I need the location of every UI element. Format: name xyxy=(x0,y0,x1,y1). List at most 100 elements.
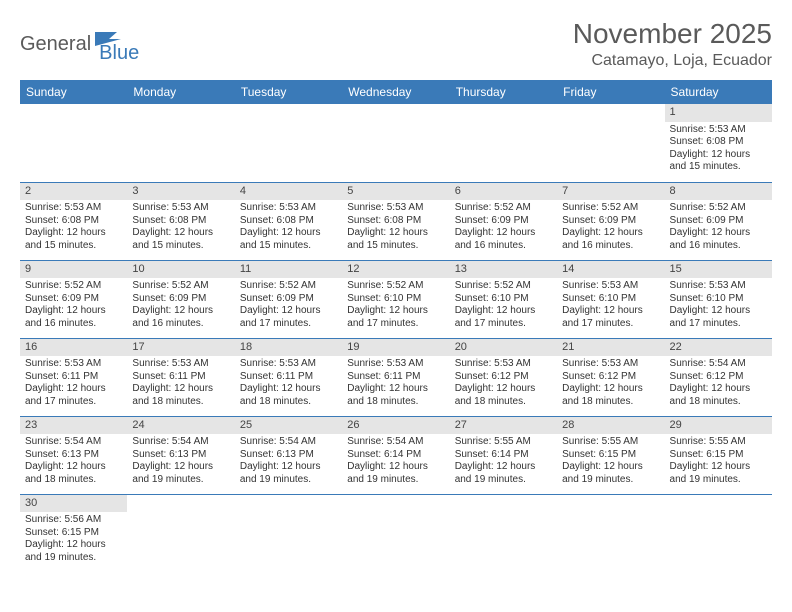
calendar-day-cell: 24Sunrise: 5:54 AMSunset: 6:13 PMDayligh… xyxy=(127,416,234,494)
day-body: Sunrise: 5:52 AMSunset: 6:09 PMDaylight:… xyxy=(665,200,772,256)
sunset-line: Sunset: 6:08 PM xyxy=(25,215,122,228)
sunrise-line: Sunrise: 5:53 AM xyxy=(347,202,444,215)
daylight-line: Daylight: 12 hours and 15 minutes. xyxy=(347,227,444,252)
daylight-line: Daylight: 12 hours and 19 minutes. xyxy=(347,461,444,486)
calendar-day-cell: 3Sunrise: 5:53 AMSunset: 6:08 PMDaylight… xyxy=(127,182,234,260)
daylight-line: Daylight: 12 hours and 18 minutes. xyxy=(670,383,767,408)
day-number: 10 xyxy=(127,261,234,279)
day-number: 28 xyxy=(557,417,664,435)
day-body: Sunrise: 5:53 AMSunset: 6:08 PMDaylight:… xyxy=(235,200,342,256)
sunrise-line: Sunrise: 5:52 AM xyxy=(670,202,767,215)
sunrise-line: Sunrise: 5:53 AM xyxy=(240,202,337,215)
daylight-line: Daylight: 12 hours and 18 minutes. xyxy=(562,383,659,408)
daylight-line: Daylight: 12 hours and 19 minutes. xyxy=(132,461,229,486)
day-number: 9 xyxy=(20,261,127,279)
sunset-line: Sunset: 6:09 PM xyxy=(132,293,229,306)
day-number: 6 xyxy=(450,183,557,201)
sunset-line: Sunset: 6:15 PM xyxy=(25,527,122,540)
weekday-header: Monday xyxy=(127,80,234,104)
day-body: Sunrise: 5:53 AMSunset: 6:08 PMDaylight:… xyxy=(20,200,127,256)
sunrise-line: Sunrise: 5:52 AM xyxy=(347,280,444,293)
calendar-empty-cell xyxy=(557,494,664,572)
calendar-day-cell: 29Sunrise: 5:55 AMSunset: 6:15 PMDayligh… xyxy=(665,416,772,494)
sunrise-line: Sunrise: 5:53 AM xyxy=(670,280,767,293)
daylight-line: Daylight: 12 hours and 16 minutes. xyxy=(132,305,229,330)
day-body: Sunrise: 5:53 AMSunset: 6:11 PMDaylight:… xyxy=(342,356,449,412)
calendar-day-cell: 30Sunrise: 5:56 AMSunset: 6:15 PMDayligh… xyxy=(20,494,127,572)
calendar-day-cell: 22Sunrise: 5:54 AMSunset: 6:12 PMDayligh… xyxy=(665,338,772,416)
calendar-empty-cell xyxy=(342,104,449,182)
day-number: 20 xyxy=(450,339,557,357)
calendar-day-cell: 7Sunrise: 5:52 AMSunset: 6:09 PMDaylight… xyxy=(557,182,664,260)
weekday-header: Friday xyxy=(557,80,664,104)
calendar-empty-cell xyxy=(450,494,557,572)
sunrise-line: Sunrise: 5:53 AM xyxy=(347,358,444,371)
calendar-day-cell: 16Sunrise: 5:53 AMSunset: 6:11 PMDayligh… xyxy=(20,338,127,416)
calendar-day-cell: 12Sunrise: 5:52 AMSunset: 6:10 PMDayligh… xyxy=(342,260,449,338)
calendar-week-row: 16Sunrise: 5:53 AMSunset: 6:11 PMDayligh… xyxy=(20,338,772,416)
sunset-line: Sunset: 6:11 PM xyxy=(347,371,444,384)
day-number: 19 xyxy=(342,339,449,357)
sunset-line: Sunset: 6:10 PM xyxy=(562,293,659,306)
sunset-line: Sunset: 6:09 PM xyxy=(670,215,767,228)
calendar-day-cell: 21Sunrise: 5:53 AMSunset: 6:12 PMDayligh… xyxy=(557,338,664,416)
sunrise-line: Sunrise: 5:54 AM xyxy=(132,436,229,449)
day-body: Sunrise: 5:52 AMSunset: 6:10 PMDaylight:… xyxy=(342,278,449,334)
sunrise-line: Sunrise: 5:53 AM xyxy=(670,124,767,137)
daylight-line: Daylight: 12 hours and 17 minutes. xyxy=(670,305,767,330)
calendar-week-row: 23Sunrise: 5:54 AMSunset: 6:13 PMDayligh… xyxy=(20,416,772,494)
calendar-day-cell: 15Sunrise: 5:53 AMSunset: 6:10 PMDayligh… xyxy=(665,260,772,338)
sunrise-line: Sunrise: 5:53 AM xyxy=(25,202,122,215)
day-number: 23 xyxy=(20,417,127,435)
day-body: Sunrise: 5:55 AMSunset: 6:14 PMDaylight:… xyxy=(450,434,557,490)
sunrise-line: Sunrise: 5:53 AM xyxy=(132,358,229,371)
calendar-empty-cell xyxy=(127,104,234,182)
day-body: Sunrise: 5:53 AMSunset: 6:10 PMDaylight:… xyxy=(665,278,772,334)
daylight-line: Daylight: 12 hours and 18 minutes. xyxy=(132,383,229,408)
day-number: 30 xyxy=(20,495,127,513)
month-title: November 2025 xyxy=(573,18,772,50)
sunset-line: Sunset: 6:13 PM xyxy=(132,449,229,462)
daylight-line: Daylight: 12 hours and 18 minutes. xyxy=(25,461,122,486)
day-body: Sunrise: 5:54 AMSunset: 6:13 PMDaylight:… xyxy=(127,434,234,490)
sunrise-line: Sunrise: 5:56 AM xyxy=(25,514,122,527)
sunset-line: Sunset: 6:13 PM xyxy=(240,449,337,462)
sunset-line: Sunset: 6:12 PM xyxy=(562,371,659,384)
day-body: Sunrise: 5:56 AMSunset: 6:15 PMDaylight:… xyxy=(20,512,127,568)
sunset-line: Sunset: 6:08 PM xyxy=(132,215,229,228)
day-body: Sunrise: 5:52 AMSunset: 6:09 PMDaylight:… xyxy=(557,200,664,256)
weekday-header: Wednesday xyxy=(342,80,449,104)
sunrise-line: Sunrise: 5:52 AM xyxy=(455,202,552,215)
calendar-day-cell: 19Sunrise: 5:53 AMSunset: 6:11 PMDayligh… xyxy=(342,338,449,416)
day-number: 16 xyxy=(20,339,127,357)
weekday-header: Tuesday xyxy=(235,80,342,104)
sunrise-line: Sunrise: 5:54 AM xyxy=(670,358,767,371)
sunset-line: Sunset: 6:10 PM xyxy=(455,293,552,306)
calendar-empty-cell xyxy=(20,104,127,182)
sunrise-line: Sunrise: 5:54 AM xyxy=(240,436,337,449)
sunrise-line: Sunrise: 5:55 AM xyxy=(562,436,659,449)
calendar-day-cell: 5Sunrise: 5:53 AMSunset: 6:08 PMDaylight… xyxy=(342,182,449,260)
day-body: Sunrise: 5:54 AMSunset: 6:14 PMDaylight:… xyxy=(342,434,449,490)
calendar-week-row: 1Sunrise: 5:53 AMSunset: 6:08 PMDaylight… xyxy=(20,104,772,182)
day-number: 26 xyxy=(342,417,449,435)
calendar-day-cell: 6Sunrise: 5:52 AMSunset: 6:09 PMDaylight… xyxy=(450,182,557,260)
sunrise-line: Sunrise: 5:54 AM xyxy=(347,436,444,449)
sunset-line: Sunset: 6:09 PM xyxy=(455,215,552,228)
day-number: 15 xyxy=(665,261,772,279)
sunrise-line: Sunrise: 5:52 AM xyxy=(455,280,552,293)
calendar-day-cell: 23Sunrise: 5:54 AMSunset: 6:13 PMDayligh… xyxy=(20,416,127,494)
sunset-line: Sunset: 6:12 PM xyxy=(670,371,767,384)
sunrise-line: Sunrise: 5:53 AM xyxy=(132,202,229,215)
daylight-line: Daylight: 12 hours and 16 minutes. xyxy=(25,305,122,330)
day-number: 22 xyxy=(665,339,772,357)
sunset-line: Sunset: 6:08 PM xyxy=(670,136,767,149)
day-number: 27 xyxy=(450,417,557,435)
sunrise-line: Sunrise: 5:55 AM xyxy=(455,436,552,449)
day-body: Sunrise: 5:53 AMSunset: 6:11 PMDaylight:… xyxy=(127,356,234,412)
daylight-line: Daylight: 12 hours and 17 minutes. xyxy=(455,305,552,330)
location: Catamayo, Loja, Ecuador xyxy=(573,52,772,70)
daylight-line: Daylight: 12 hours and 17 minutes. xyxy=(240,305,337,330)
calendar-day-cell: 14Sunrise: 5:53 AMSunset: 6:10 PMDayligh… xyxy=(557,260,664,338)
calendar-day-cell: 8Sunrise: 5:52 AMSunset: 6:09 PMDaylight… xyxy=(665,182,772,260)
